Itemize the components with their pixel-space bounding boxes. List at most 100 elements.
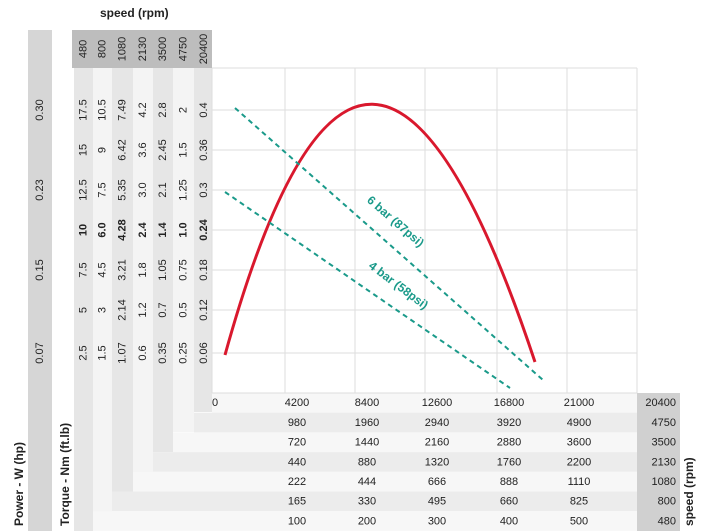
power-label: Power - W (hp) [12, 442, 26, 526]
torque-value: 1.8 [137, 262, 149, 277]
top-title: speed (rpm) [100, 6, 169, 20]
table-cell: 888 [500, 476, 518, 488]
pressure-line [234, 107, 544, 381]
torque-value: 6.42 [116, 139, 128, 160]
torque-value: 2.1 [157, 182, 169, 197]
x-label: 8400 [355, 397, 379, 409]
torque-value: 1.5 [177, 142, 189, 157]
torque-value: 15 [77, 144, 89, 156]
table-cell: 2880 [497, 437, 521, 449]
header-speed: 20400 [198, 34, 210, 65]
torque-value: 7.49 [116, 99, 128, 120]
torque-value: 12.5 [77, 179, 89, 200]
table-cell: 1440 [355, 437, 379, 449]
column-band [153, 68, 173, 452]
row-band [133, 471, 637, 492]
torque-value: 1.5 [96, 345, 108, 360]
column-band [133, 68, 153, 472]
row-band [93, 511, 637, 531]
row-speed: 2130 [652, 456, 676, 468]
torque-value: 0.06 [198, 342, 210, 363]
header-speed: 800 [96, 40, 108, 58]
header-speed: 1080 [116, 37, 128, 61]
table-cell: 980 [288, 417, 306, 429]
table-cell: 1760 [497, 456, 521, 468]
torque-value: 0.12 [198, 299, 210, 320]
torque-value: 1.4 [157, 221, 169, 237]
torque-value: 1.07 [116, 342, 128, 363]
power-value: 0.07 [34, 342, 46, 363]
torque-value: 10 [77, 224, 89, 236]
torque-value: 0.35 [157, 342, 169, 363]
table-cell: 2940 [425, 417, 449, 429]
row-band [173, 432, 637, 453]
torque-value: 4.5 [96, 262, 108, 277]
table-cell: 2200 [567, 456, 591, 468]
torque-value: 2.8 [157, 102, 169, 117]
row-speed: 800 [658, 496, 676, 508]
row-band [212, 393, 637, 413]
column-band [93, 68, 112, 512]
table-cell: 666 [428, 476, 446, 488]
torque-value: 17.5 [77, 99, 89, 120]
torque-value: 1.05 [157, 259, 169, 280]
column-band [74, 68, 93, 531]
torque-value: 0.7 [157, 302, 169, 317]
torque-value: 2 [177, 107, 189, 113]
torque-value: 7.5 [77, 262, 89, 277]
header-speed: 2130 [137, 37, 149, 61]
column-band [194, 68, 214, 412]
row-band [112, 491, 637, 512]
torque-value: 1.25 [177, 179, 189, 200]
torque-value: 0.24 [198, 218, 210, 240]
table-cell: 100 [288, 515, 306, 527]
speed-max: 20400 [645, 397, 676, 409]
torque-value: 2.45 [157, 139, 169, 160]
torque-value: 9 [96, 147, 108, 153]
torque-value: 1.0 [177, 222, 189, 237]
torque-value: 3.0 [137, 182, 149, 197]
table-cell: 880 [358, 456, 376, 468]
x-label: 4200 [285, 397, 309, 409]
table-cell: 444 [358, 476, 376, 488]
pressure-line [224, 191, 511, 389]
torque-value: 0.25 [177, 342, 189, 363]
table-cell: 660 [500, 496, 518, 508]
torque-value: 10.5 [96, 99, 108, 120]
speed-label: speed (rpm) [682, 457, 696, 526]
table-cell: 222 [288, 476, 306, 488]
table-cell: 825 [570, 496, 588, 508]
header-speed: 3500 [157, 37, 169, 61]
table-cell: 4900 [567, 417, 591, 429]
torque-value: 4.2 [137, 102, 149, 117]
row-band [194, 412, 637, 433]
table-cell: 200 [358, 515, 376, 527]
x-label: 16800 [494, 397, 525, 409]
table-cell: 495 [428, 496, 446, 508]
torque-value: 0.5 [177, 302, 189, 317]
row-speed: 4750 [652, 417, 676, 429]
torque-value: 6.0 [96, 222, 108, 237]
column-band [112, 68, 133, 492]
header-band [72, 30, 212, 68]
table-cell: 720 [288, 437, 306, 449]
table-cell: 1110 [568, 476, 591, 488]
x-label: 0 [212, 397, 218, 409]
torque-value: 7.5 [96, 182, 108, 197]
power-band [28, 30, 52, 531]
header-speed: 4750 [177, 37, 189, 61]
torque-value: 0.6 [137, 345, 149, 360]
torque-value: 3.21 [116, 259, 128, 280]
header-speed: 480 [77, 40, 89, 58]
torque-value: 2.14 [116, 299, 128, 320]
speed-band [637, 393, 680, 531]
row-speed: 480 [658, 515, 676, 527]
table-cell: 1960 [355, 417, 379, 429]
row-band [153, 452, 637, 472]
torque-value: 5.35 [116, 179, 128, 200]
x-label: 21000 [564, 397, 595, 409]
torque-label: Torque - Nm (ft.lb) [58, 423, 72, 526]
torque-value: 0.3 [198, 182, 210, 197]
torque-value: 2.5 [77, 345, 89, 360]
